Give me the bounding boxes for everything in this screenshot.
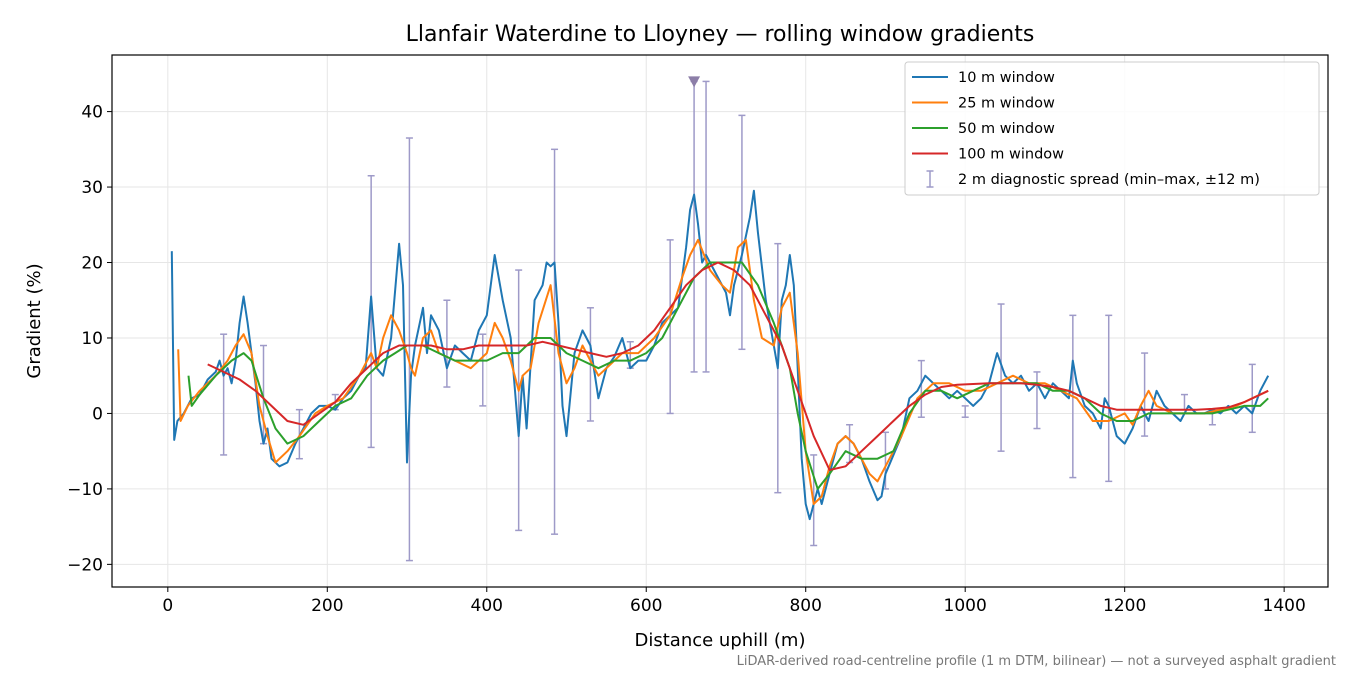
x-tick-label: 0	[162, 596, 173, 616]
legend-label: 25 m window	[958, 96, 1055, 112]
y-tick-label: 0	[92, 404, 103, 424]
legend-items: 10 m window 25 m window 50 m window 100 m w…	[912, 70, 1260, 188]
y-axis-ticks: −20 −10 0 10 20 30 40	[67, 103, 112, 575]
x-tick-label: 400	[471, 596, 503, 616]
legend: 10 m window 25 m window 50 m window 100 m w…	[904, 61, 1320, 196]
y-tick-label: −20	[67, 555, 103, 575]
series-lines	[170, 189, 1270, 521]
y-tick-label: −10	[67, 480, 103, 500]
series-line-4	[207, 261, 1269, 471]
legend-label: 2 m diagnostic spread (min–max, ±12 m)	[958, 172, 1260, 188]
x-axis-label: Distance uphill (m)	[635, 630, 806, 651]
x-tick-label: 1200	[1103, 596, 1146, 616]
x-tick-label: 1400	[1263, 596, 1306, 616]
legend-label: 10 m window	[958, 70, 1055, 86]
y-tick-label: 10	[81, 329, 103, 349]
legend-box	[904, 61, 1320, 196]
x-tick-label: 600	[630, 596, 662, 616]
x-tick-label: 200	[311, 596, 343, 616]
y-tick-label: 40	[81, 103, 103, 123]
x-tick-label: 1000	[944, 596, 987, 616]
series-line-1	[170, 189, 1270, 521]
y-tick-label: 30	[81, 178, 103, 198]
legend-label: 100 m window	[958, 147, 1064, 163]
y-tick-label: 20	[81, 254, 103, 274]
plot-frame	[111, 54, 1329, 588]
series-line-3	[187, 261, 1269, 490]
capped-spread-marker	[688, 76, 701, 88]
x-axis-ticks: 0 200 400 600 800 1000 1200 1400	[162, 587, 1306, 616]
footnote: LiDAR-derived road-centreline profile (1…	[737, 654, 1336, 669]
series-line-2	[177, 238, 1269, 505]
y-axis-label: Gradient (%)	[24, 263, 45, 378]
legend-label: 50 m window	[958, 121, 1055, 137]
x-tick-label: 800	[789, 596, 821, 616]
chart-title: Llanfair Waterdine to Lloyney — rolling …	[406, 22, 1035, 47]
